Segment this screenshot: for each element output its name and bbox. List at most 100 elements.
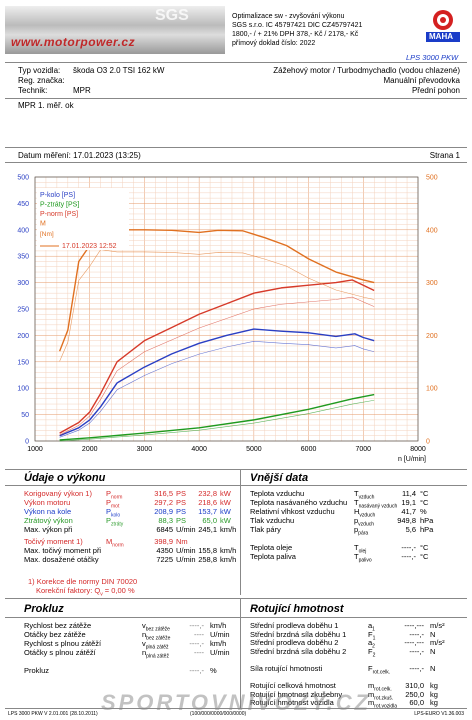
legend-box: [37, 188, 129, 250]
x-tick-label: 3000: [137, 446, 153, 453]
rot-row-value: ----,-: [409, 629, 424, 639]
power-row-unit1: PS: [176, 498, 187, 507]
symbol: ppára: [354, 525, 369, 537]
power-row-unit2: kW: [220, 507, 231, 516]
power-row-value2: 258,8: [198, 555, 217, 564]
power-row-unit1: PS: [176, 507, 187, 516]
legend-date: 17.01.2023 12:52: [62, 243, 117, 250]
power-row-unit1: PS: [176, 489, 187, 498]
symbol: Tpalivo: [354, 552, 372, 564]
rot-row-unit: N: [430, 646, 436, 656]
company-info: Optimalizace sw - zvyšování výkonu SGS s…: [232, 12, 422, 48]
external-row-label: Tlak vzduchu: [250, 516, 295, 525]
series-line-secondary-2: [59, 296, 375, 436]
footer-center: (100/000/0000/000/0000): [190, 711, 247, 717]
y-right-tick-label: 200: [426, 333, 438, 340]
series-line-secondary-3: [59, 249, 375, 362]
symbol: a2: [368, 638, 375, 650]
power-row-label: Max. výkon při: [24, 525, 73, 534]
x-tick-label: 7000: [355, 446, 371, 453]
symbol: pvzduch: [354, 516, 375, 528]
power-row-unit2: kW: [220, 498, 231, 507]
prokluz-row-value: ----: [194, 648, 204, 657]
y-left-tick-label: 0: [25, 439, 29, 446]
header-url: www.motorpower.cz: [11, 35, 136, 49]
power-row-unit1: U/min: [176, 546, 196, 555]
symbol: Frot.celk.: [368, 664, 391, 676]
external-row-label: Teplota vzduchu: [250, 489, 305, 498]
rot-row-label: Síla rotující hmotnosti: [250, 664, 323, 673]
y-right-tick-label: 0: [426, 439, 430, 446]
rot-row-unit: kg: [430, 689, 438, 699]
series-line-1: [59, 393, 375, 441]
symbol: Mnorm: [106, 537, 124, 549]
y-left-tick-label: 450: [17, 201, 29, 208]
y-right-tick-label: 500: [426, 175, 438, 182]
power-row-value1: 316,5: [154, 489, 173, 498]
x-tick-label: 5000: [246, 446, 262, 453]
series-line-0: [59, 328, 375, 437]
rot-row-unit: N: [430, 664, 436, 673]
symbol: vplná zátěž: [142, 639, 169, 651]
symbol: nbez zátěže: [142, 630, 171, 642]
y-left-tick-label: 500: [17, 175, 29, 182]
power-row-value1: 4350: [156, 546, 173, 555]
power-row-unit1: U/min: [176, 525, 196, 534]
power-row-label: Max. točivý moment při: [24, 546, 102, 555]
external-row-unit: hPa: [420, 525, 434, 534]
external-row-unit: °C: [420, 543, 429, 552]
external-row-unit: %: [420, 507, 427, 516]
power-row-unit2: kW: [220, 516, 231, 525]
rot-row-label: Rotující celková hmotnost: [250, 681, 336, 691]
series-line-secondary-0: [59, 341, 375, 438]
vehicle-tech-label: Technik:: [18, 86, 48, 95]
sgs-logo: SGS: [155, 7, 189, 24]
power-row-value1: 398,9: [154, 537, 173, 546]
rot-row-label: Rotující hmotnost vozidla: [250, 698, 334, 708]
legend-item: P-ztráty [PS]: [40, 202, 79, 209]
watermark: SPORTOVNIVOZY.CZ: [100, 690, 372, 715]
series-line-secondary-1: [59, 399, 375, 442]
symbol: Hvzduch: [354, 507, 376, 519]
rot-row-label: Rotující hmotnost zkušebny: [250, 689, 343, 699]
legend-item: P-kolo [PS]: [40, 192, 75, 199]
plot-frame: [34, 176, 419, 442]
power-row-label: Točivý moment 1): [24, 537, 83, 546]
symbol: mrot.celk.: [368, 681, 392, 693]
power-row-unit1: Nm: [176, 537, 188, 546]
symbol: nplná zátěž: [142, 648, 169, 660]
rot-row-label: Střední prodleva doběhu 2: [250, 638, 339, 648]
power-row-label: Výkon motoru: [24, 498, 71, 507]
power-row-value2: 65,0: [202, 516, 217, 525]
power-row-value2: 232,8: [198, 489, 217, 498]
external-row-label: Teplota nasávaného vzduchu: [250, 498, 348, 507]
power-row-unit2: km/h: [220, 525, 237, 534]
power-row-unit2: kW: [220, 489, 231, 498]
prokluz-row-unit: U/min: [210, 648, 230, 657]
prokluz-row-value: ----,-: [189, 639, 204, 648]
symbol: Pmot: [106, 498, 120, 510]
prokluz-row-label: Otáčky s plnou zátěží: [24, 648, 96, 657]
symbol: Pkolo: [106, 507, 121, 519]
maha-logo: MAHA: [424, 8, 462, 50]
prokluz-section-title: Prokluz: [24, 603, 64, 615]
y-left-tick-label: 250: [17, 307, 29, 314]
series-line-3: [58, 226, 375, 352]
measurement-date: Datum měření: 17.01.2023 (13:25): [18, 151, 141, 160]
y-left-tick-label: 200: [17, 333, 29, 340]
footer-right: LPS-EURO V1.36.003: [414, 711, 464, 717]
rot-row-value: 310,0: [405, 681, 424, 691]
power-row-value2: 155,8: [198, 546, 217, 555]
external-row-unit: hPa: [420, 516, 434, 525]
prokluz-row-label: Otáčky bez zátěže: [24, 630, 86, 639]
rot-row-value: ----,-: [409, 646, 424, 656]
symbol: Pztráty: [106, 516, 124, 528]
vehicle-drive: Přední pohon: [411, 86, 460, 95]
symbol: Tolej: [354, 543, 367, 555]
power-row-label: Ztrátový výkon: [24, 516, 73, 525]
y-left-tick-label: 50: [21, 412, 29, 419]
rot-row-value: ----,-: [409, 664, 424, 673]
external-row-value: 5,6: [405, 525, 416, 534]
rot-row-unit: kg: [430, 698, 438, 708]
x-tick-label: 1000: [27, 446, 43, 453]
